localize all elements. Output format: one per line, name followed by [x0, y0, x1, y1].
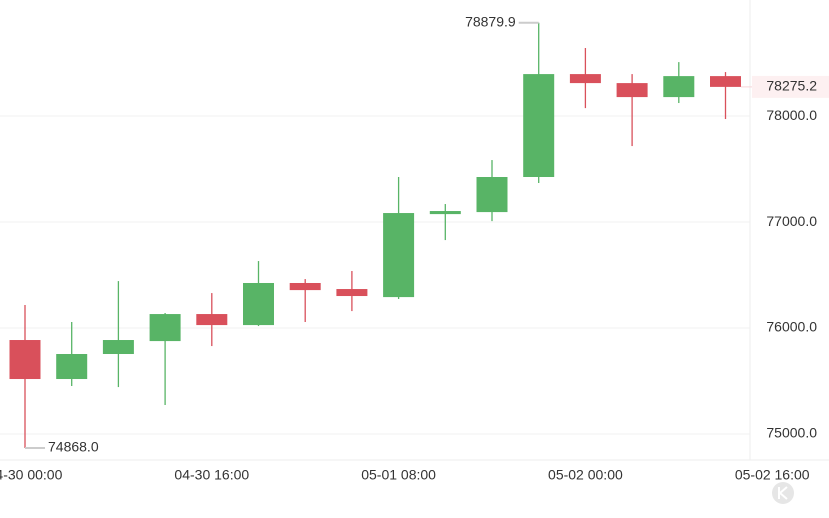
x-tick-label: 04-30 16:00 [174, 467, 249, 483]
y-tick-label: 76000.0 [766, 319, 817, 335]
candle-body [476, 177, 508, 213]
candle-body [523, 74, 555, 178]
y-tick-label: 78000.0 [766, 107, 817, 123]
candle-body [9, 340, 41, 380]
logo [772, 482, 794, 504]
y-tick-label: 75000.0 [766, 425, 817, 441]
candle-body [102, 340, 134, 355]
candle-body [569, 74, 601, 84]
candle-body [196, 314, 228, 326]
candle-body [663, 76, 695, 98]
last-price-box [752, 75, 829, 98]
candle-body [429, 211, 461, 215]
candle-body [149, 314, 181, 342]
x-tick-label: 05-02 00:00 [548, 467, 623, 483]
x-tick-label: 04-30 00:00 [0, 467, 63, 483]
max-label: 78879.9 [465, 14, 516, 30]
candle-body [243, 282, 274, 326]
last-price-label: 78275.2 [766, 78, 817, 94]
candle-body [383, 213, 415, 298]
x-tick-label: 05-02 16:00 [735, 467, 810, 483]
candle-body [710, 76, 741, 87]
candle-body [336, 289, 368, 297]
x-tick-label: 05-01 08:00 [361, 467, 436, 483]
y-tick-label: 77000.0 [766, 213, 817, 229]
min-label: 74868.0 [48, 439, 99, 455]
candle-body [616, 83, 648, 98]
candle-body [289, 282, 321, 291]
candle-body [56, 354, 88, 380]
